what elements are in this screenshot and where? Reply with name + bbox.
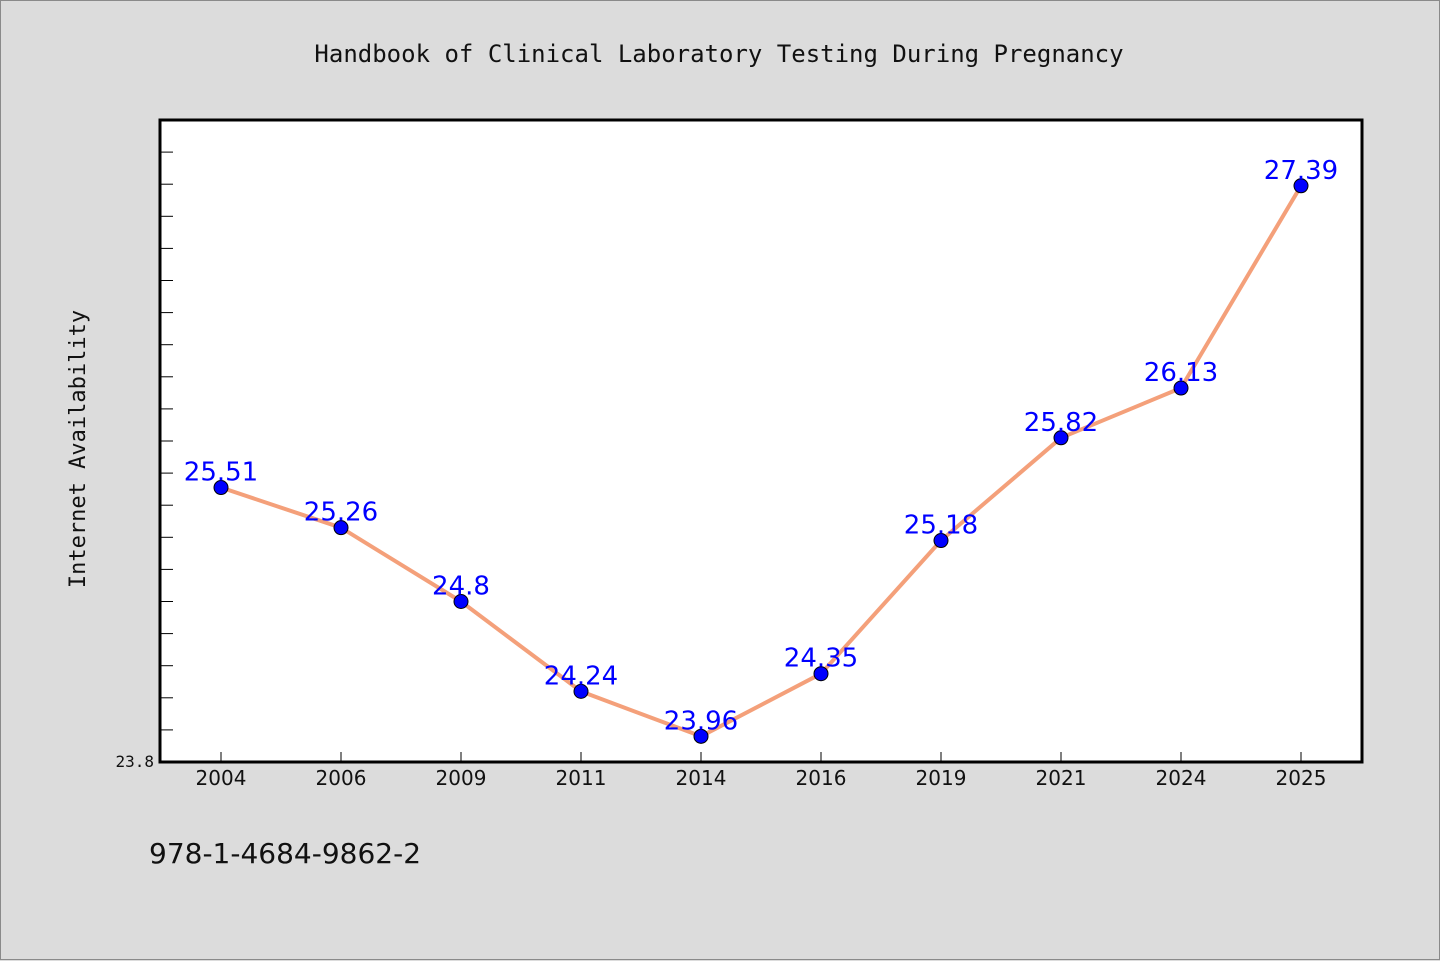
- data-label: 23.96: [664, 706, 738, 736]
- plot-area: [158, 118, 1364, 764]
- data-point: [453, 594, 469, 609]
- data-label: 25.51: [184, 458, 258, 488]
- data-label: 25.26: [304, 498, 378, 528]
- data-labels: 25.51 25.26 24.8 24.24 23.96 24.35 25.18 25.82 2…: [184, 156, 1338, 737]
- x-tick-label: 2019: [916, 766, 967, 790]
- x-tick-label: 2011: [556, 766, 607, 790]
- data-point: [1053, 430, 1069, 446]
- x-tick-label: 2024: [1156, 766, 1207, 790]
- series-lines: [219, 183, 1303, 739]
- y-axis-label: Internet Availability: [66, 310, 91, 588]
- data-label: 25.82: [1024, 408, 1098, 438]
- x-tick-label: 2004: [196, 766, 247, 790]
- data-label: 24.35: [784, 644, 858, 674]
- x-tick-label: 2014: [676, 766, 727, 790]
- x-tick-label: 2025: [1276, 766, 1327, 790]
- data-label: 24.8: [432, 572, 490, 602]
- x-tick-label: 2016: [796, 766, 847, 790]
- data-label: 26.13: [1144, 358, 1218, 388]
- x-tick-label: 2006: [316, 766, 367, 790]
- data-point: [573, 683, 589, 699]
- data-point: [1293, 178, 1309, 194]
- data-point: [813, 666, 829, 682]
- data-label: 24.24: [544, 661, 618, 691]
- chart-title: Handbook of Clinical Laboratory Testing …: [314, 40, 1123, 68]
- data-point: [693, 728, 709, 744]
- series-line: [219, 183, 1303, 739]
- y-axis-ticks: [160, 119, 173, 763]
- data-point: [333, 520, 349, 536]
- data-label: 27.39: [1264, 156, 1338, 186]
- series-markers: [213, 178, 1309, 744]
- y-tick-label: 23.8: [115, 752, 154, 771]
- isbn-footer: 978-1-4684-9862-2: [149, 837, 421, 870]
- x-tick-label: 2009: [436, 766, 487, 790]
- x-tick-label: 2021: [1036, 766, 1087, 790]
- data-point: [1173, 380, 1189, 396]
- data-label: 25.18: [904, 511, 978, 541]
- y-axis-tick-labels: 23.8: [115, 752, 154, 771]
- data-point: [933, 533, 949, 549]
- x-axis-tick-labels: 2004 2006 2009 2011 2014 2016 2019 2021 2024 2025: [196, 766, 1327, 790]
- data-point: [213, 480, 229, 496]
- x-axis-ticks: [220, 752, 1302, 762]
